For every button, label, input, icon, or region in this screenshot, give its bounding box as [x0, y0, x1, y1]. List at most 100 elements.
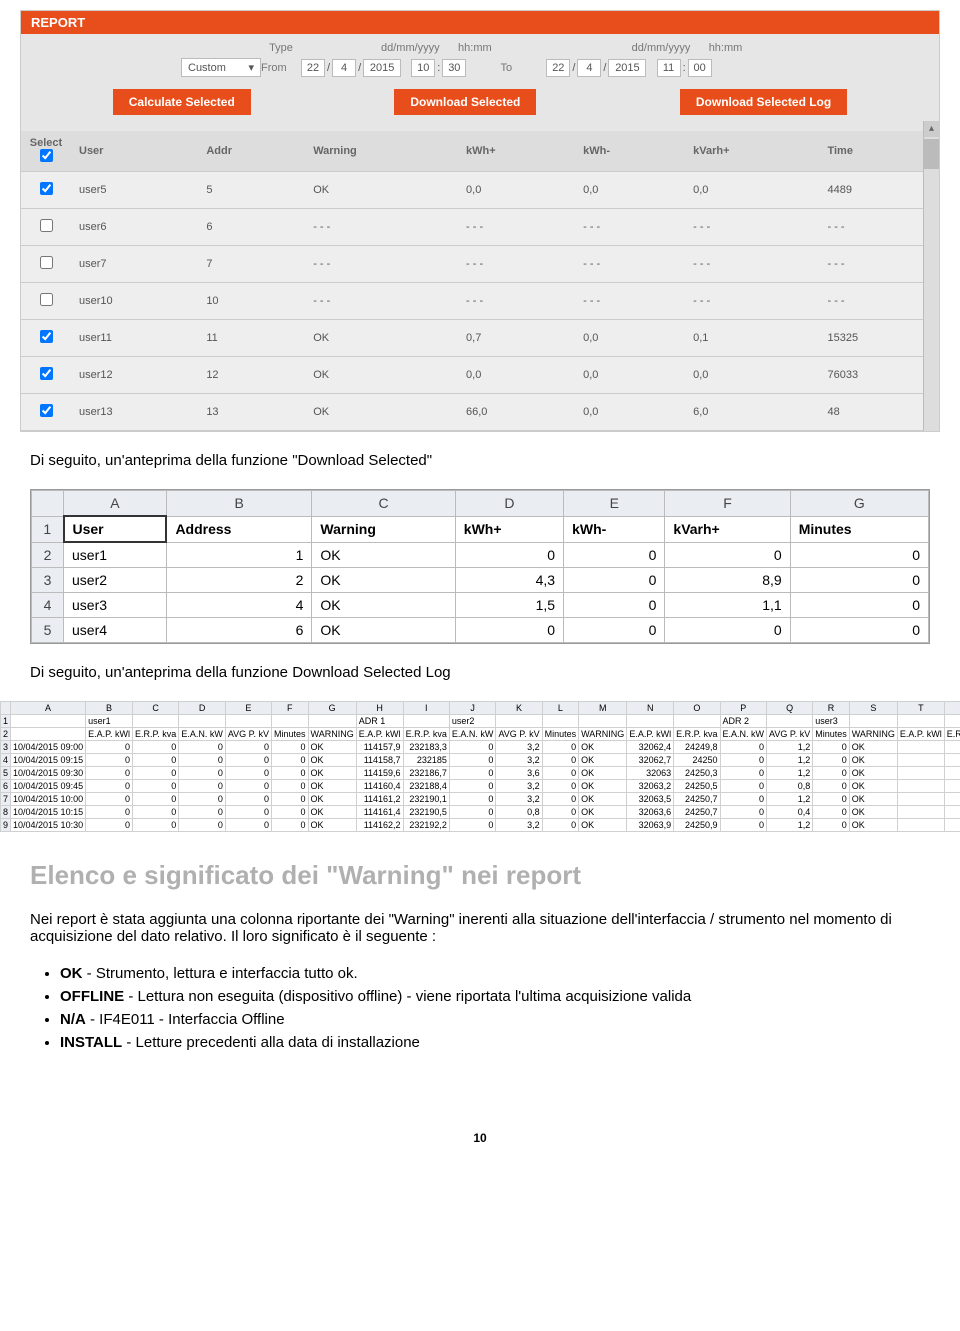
data-cell: E.R.P. kva — [674, 728, 720, 741]
row-checkbox[interactable] — [40, 367, 53, 380]
data-cell: 10/04/2015 09:00 — [11, 741, 86, 754]
data-cell — [225, 715, 271, 728]
data-cell: user2 — [449, 715, 496, 728]
cell-warning: OK — [305, 172, 458, 209]
table-row: user6 6 - - - - - - - - - - - - - - - — [21, 209, 939, 246]
report-col-header: User — [71, 131, 198, 172]
row-checkbox[interactable] — [40, 293, 53, 306]
data-cell: 24250,7 — [674, 793, 720, 806]
data-cell: 0 — [542, 806, 579, 819]
header-cell: Address — [166, 516, 311, 542]
data-cell: 0 — [179, 793, 226, 806]
data-cell: 0 — [225, 780, 271, 793]
data-cell: 0 — [790, 593, 928, 618]
col-letter: J — [449, 702, 496, 715]
cell-kwhm: - - - — [575, 246, 685, 283]
row-checkbox[interactable] — [40, 256, 53, 269]
data-cell: ADR 1 — [356, 715, 403, 728]
row-checkbox[interactable] — [40, 182, 53, 195]
download-log-button[interactable]: Download Selected Log — [680, 89, 847, 115]
table-row: user7 7 - - - - - - - - - - - - - - - — [21, 246, 939, 283]
cell-kwhm: - - - — [575, 209, 685, 246]
data-cell: 0 — [86, 780, 133, 793]
list-item: OFFLINE - Lettura non eseguita (disposit… — [60, 988, 900, 1005]
cell-user: user13 — [71, 394, 198, 431]
row-num: 5 — [1, 767, 11, 780]
data-cell: 0 — [86, 754, 133, 767]
data-cell: 0 — [86, 806, 133, 819]
report-panel: REPORT Type dd/mm/yyyy hh:mm dd/mm/yyyy … — [20, 10, 940, 432]
data-cell: 0,4 — [767, 806, 813, 819]
data-cell: OK — [579, 780, 627, 793]
scrollbar[interactable]: ▴ — [923, 121, 939, 431]
data-cell: 0 — [449, 819, 496, 832]
data-cell: 24250,3 — [674, 767, 720, 780]
data-cell: 0 — [179, 780, 226, 793]
data-cell: 0 — [720, 806, 767, 819]
data-cell: 114162,2 — [356, 819, 403, 832]
data-cell: E.R.P. kva — [403, 728, 449, 741]
data-cell: 10/04/2015 09:45 — [11, 780, 86, 793]
row-num: 2 — [1, 728, 11, 741]
col-letter: D — [179, 702, 226, 715]
to-date-label: dd/mm/yyyy — [632, 42, 691, 54]
col-letter: G — [308, 702, 356, 715]
row-checkbox[interactable] — [40, 330, 53, 343]
data-cell: 0 — [665, 542, 790, 568]
paragraph-1: Nei report è stata aggiunta una colonna … — [30, 911, 930, 945]
data-cell — [944, 767, 960, 780]
page-number: 10 — [0, 1131, 960, 1145]
cell-warning: OK — [305, 320, 458, 357]
download-button[interactable]: Download Selected — [394, 89, 536, 115]
data-cell: 0 — [455, 618, 563, 643]
data-cell: 1,1 — [665, 593, 790, 618]
cell-addr: 7 — [198, 246, 305, 283]
type-select[interactable]: Custom▾ — [181, 58, 261, 77]
row-checkbox[interactable] — [40, 404, 53, 417]
row-num: 1 — [1, 715, 11, 728]
corner-cell — [1, 702, 11, 715]
cell-user: user5 — [71, 172, 198, 209]
col-letter: T — [897, 702, 944, 715]
report-col-header: Select — [21, 131, 71, 172]
data-cell: 32063 — [627, 767, 674, 780]
data-cell — [496, 715, 542, 728]
data-cell: 1,2 — [767, 819, 813, 832]
header-cell: Minutes — [790, 516, 928, 542]
report-table: Select UserAddrWarningkWh+kWh-kVarh+Time… — [21, 131, 939, 431]
row-num: 3 — [1, 741, 11, 754]
data-cell: 0 — [564, 593, 665, 618]
data-cell: OK — [579, 793, 627, 806]
data-cell — [11, 715, 86, 728]
cell-kwhp: 0,0 — [458, 172, 575, 209]
data-cell: 0 — [132, 741, 178, 754]
data-cell: OK — [308, 793, 356, 806]
scroll-up-icon[interactable]: ▴ — [924, 121, 939, 137]
cell-kvarh: - - - — [685, 209, 819, 246]
data-cell: 32062,4 — [627, 741, 674, 754]
excel-preview-2: ABCDEFGHIJKLMNOPQRSTUV 1user1ADR 1user2A… — [0, 701, 960, 832]
data-cell: 0 — [179, 754, 226, 767]
bullet-desc: - Letture precedenti alla data di instal… — [122, 1034, 420, 1051]
row-num: 8 — [1, 806, 11, 819]
data-cell: E.A.N. kW — [449, 728, 496, 741]
data-cell — [897, 754, 944, 767]
scroll-thumb[interactable] — [924, 139, 939, 169]
data-cell: 0 — [225, 806, 271, 819]
row-checkbox[interactable] — [40, 219, 53, 232]
data-cell: 232183,3 — [403, 741, 449, 754]
data-cell: 0 — [86, 767, 133, 780]
select-all-checkbox[interactable] — [40, 149, 53, 162]
data-cell: 0 — [179, 819, 226, 832]
from-date-input[interactable]: 22 / 4 / 2015 10 : 30 — [301, 59, 466, 77]
data-cell: 0 — [542, 780, 579, 793]
col-letter: C — [132, 702, 178, 715]
data-cell: OK — [849, 754, 897, 767]
to-date-input[interactable]: 22 / 4 / 2015 11 : 00 — [546, 59, 711, 77]
cell-time: - - - — [819, 209, 939, 246]
calculate-button[interactable]: Calculate Selected — [113, 89, 251, 115]
data-cell: OK — [849, 767, 897, 780]
col-letter: Q — [767, 702, 813, 715]
data-cell: 232190,1 — [403, 793, 449, 806]
data-cell: 0 — [132, 819, 178, 832]
